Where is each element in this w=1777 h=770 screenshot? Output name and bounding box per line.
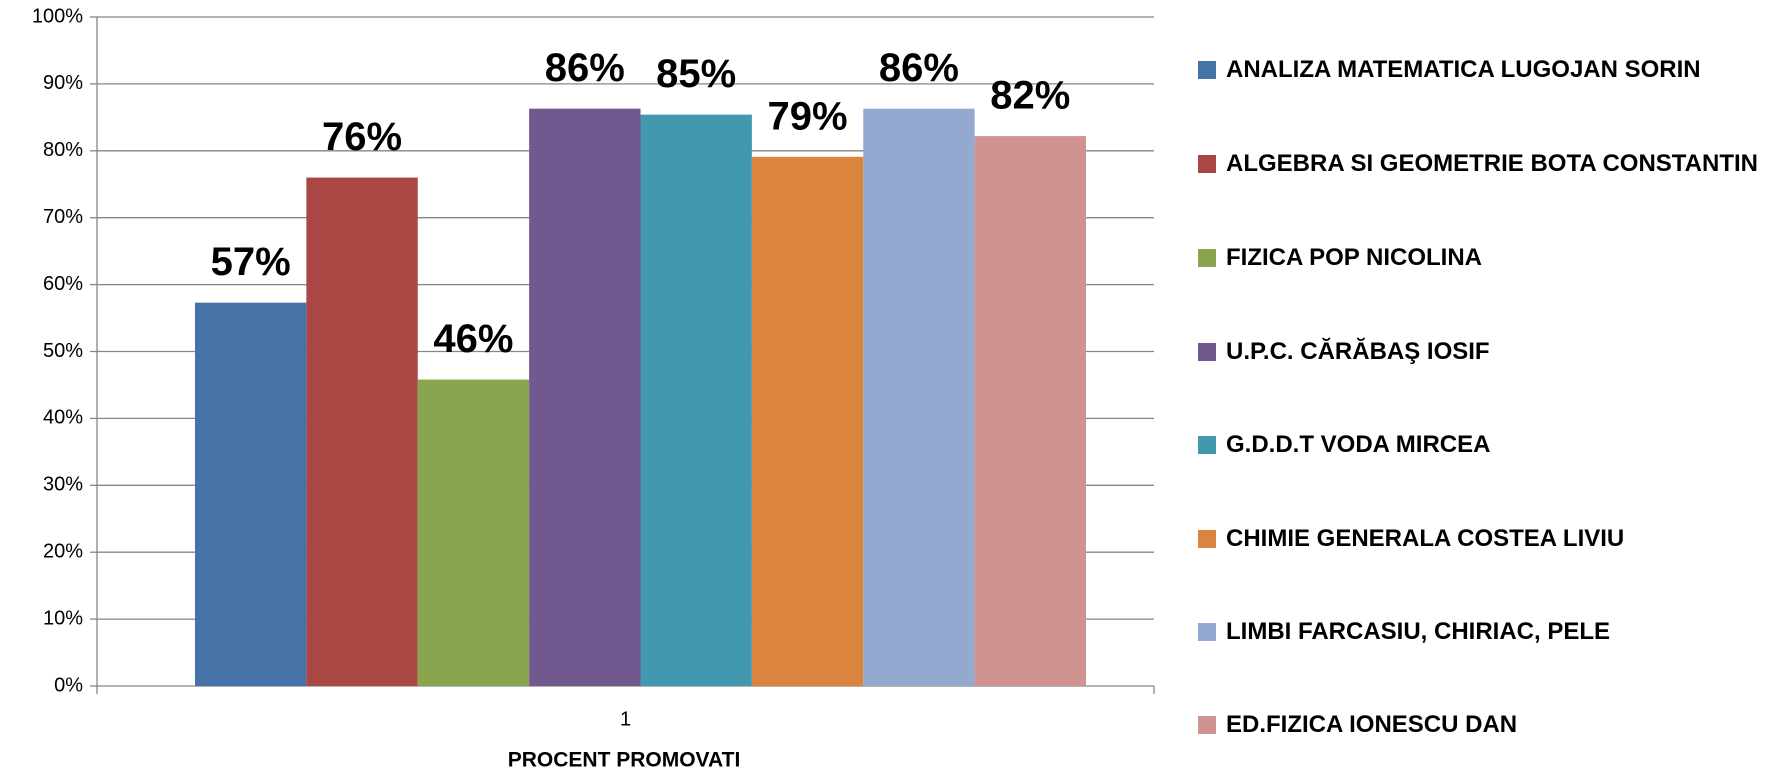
data-label: 57%: [211, 240, 291, 284]
legend-label: ANALIZA MATEMATICA LUGOJAN SORIN: [1226, 56, 1701, 83]
legend-swatch: [1198, 61, 1216, 79]
y-tick-label: 0%: [54, 674, 83, 696]
legend-item: G.D.D.T VODA MIRCEA: [1198, 425, 1758, 464]
legend-label: CHIMIE GENERALA COSTEA LIVIU: [1226, 525, 1625, 552]
bar: [306, 177, 418, 686]
legend-item: ED.FIZICA IONESCU DAN: [1198, 705, 1758, 744]
legend-item: ANALIZA MATEMATICA LUGOJAN SORIN: [1198, 50, 1758, 89]
legend-swatch: [1198, 436, 1216, 454]
legend-label: FIZICA POP NICOLINA: [1226, 244, 1483, 271]
legend-label: LIMBI FARCASIU, CHIRIAC, PELE: [1226, 618, 1611, 645]
legend-swatch: [1198, 343, 1216, 361]
bar: [529, 108, 641, 686]
data-label: 76%: [322, 115, 402, 159]
legend-item: FIZICA POP NICOLINA: [1198, 238, 1758, 277]
y-tick-label: 70%: [43, 206, 83, 228]
y-tick-label: 50%: [43, 340, 83, 362]
data-label: 86%: [545, 46, 625, 90]
bar: [751, 156, 864, 687]
y-tick-label: 40%: [43, 407, 83, 429]
bar: [974, 136, 1086, 686]
y-tick-label: 20%: [43, 540, 83, 562]
legend-item: U.P.C. CĂRĂBAŞ IOSIF: [1198, 332, 1758, 371]
y-tick-label: 60%: [43, 273, 83, 295]
y-tick-label: 90%: [43, 72, 83, 94]
x-tick-label: 1: [620, 708, 631, 730]
legend-label: ALGEBRA SI GEOMETRIE BOTA CONSTANTIN: [1226, 150, 1758, 177]
y-tick-label: 10%: [43, 607, 83, 629]
data-label: 79%: [768, 94, 848, 138]
legend-label: G.D.D.T VODA MIRCEA: [1226, 431, 1491, 458]
y-tick-label: 80%: [43, 139, 83, 161]
legend-item: LIMBI FARCASIU, CHIRIAC, PELE: [1198, 612, 1758, 651]
x-axis-title: PROCENT PROMOVATI: [508, 749, 741, 770]
legend-swatch: [1198, 530, 1216, 548]
bar: [417, 379, 530, 686]
data-label: 82%: [990, 74, 1070, 118]
legend-swatch: [1198, 623, 1216, 641]
legend-item: ALGEBRA SI GEOMETRIE BOTA CONSTANTIN: [1198, 144, 1758, 183]
legend-label: ED.FIZICA IONESCU DAN: [1226, 711, 1518, 738]
bar: [863, 108, 975, 686]
data-label: 46%: [433, 317, 513, 361]
legend-swatch: [1198, 716, 1216, 734]
y-tick-label: 30%: [43, 474, 83, 496]
legend-swatch: [1198, 155, 1216, 173]
data-label: 86%: [879, 46, 959, 90]
bar: [640, 114, 752, 686]
data-label: 85%: [656, 52, 736, 96]
y-tick-label: 100%: [32, 5, 83, 27]
legend-item: CHIMIE GENERALA COSTEA LIVIU: [1198, 519, 1758, 558]
bar: [195, 302, 307, 686]
legend-swatch: [1198, 249, 1216, 267]
legend-label: U.P.C. CĂRĂBAŞ IOSIF: [1226, 338, 1490, 365]
